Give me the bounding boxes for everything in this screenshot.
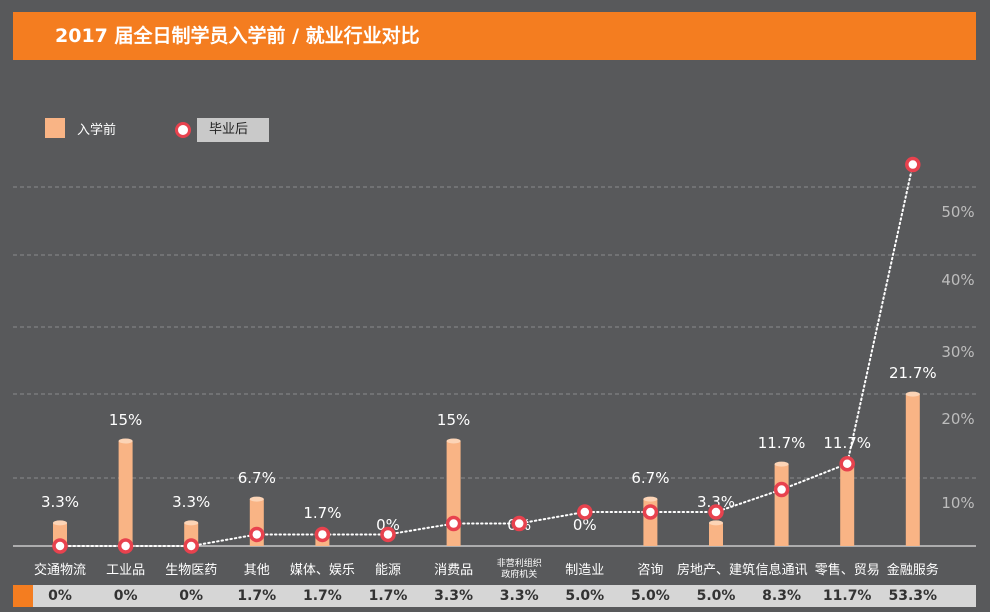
x-tick-label: 生物医药 xyxy=(165,563,217,578)
after-value-cell: 0% xyxy=(113,588,138,604)
bar xyxy=(905,394,920,546)
legend-before-swatch xyxy=(45,118,65,138)
y-tick-label: 30% xyxy=(941,343,974,361)
after-point xyxy=(380,526,396,543)
x-tick-label: 制造业 xyxy=(565,563,604,578)
after-point xyxy=(905,156,921,173)
y-tick-label: 40% xyxy=(941,271,974,289)
bar-cap xyxy=(643,496,658,502)
x-tick-label: 交通物流 xyxy=(34,562,86,578)
bar-data-label: 3.3% xyxy=(41,493,79,511)
legend-before-label: 入学前 xyxy=(77,123,117,138)
x-tick-label: 工业品 xyxy=(106,563,145,578)
bar-cap xyxy=(709,520,723,526)
after-point xyxy=(839,455,855,472)
after-point xyxy=(642,504,659,520)
after-value-cell: 3.3% xyxy=(434,588,473,604)
after-value-cell: 0% xyxy=(48,588,72,604)
y-tick-label: 20% xyxy=(941,410,974,428)
bar-cap xyxy=(249,496,264,502)
after-point xyxy=(52,538,68,554)
bar xyxy=(774,464,789,546)
after-point xyxy=(773,481,790,498)
after-value-cell: 11.7% xyxy=(822,588,872,604)
x-tick-label: 媒体、娱乐 xyxy=(290,563,355,578)
x-tick-label: 金融服务 xyxy=(887,562,939,578)
after-point xyxy=(708,504,724,520)
legend-after-dot-icon xyxy=(175,122,191,138)
after-point xyxy=(577,504,593,520)
after-value-cell: 53.3% xyxy=(888,588,938,604)
legend-after-label: 毕业后 xyxy=(197,118,269,142)
after-value-cell: 1.7% xyxy=(237,588,277,604)
bar-data-label: 3.3% xyxy=(172,493,210,511)
chart-header: 2017 届全日制学员入学前 / 就业行业对比 xyxy=(13,12,976,60)
chart-title: 2017 届全日制学员入学前 / 就业行业对比 xyxy=(55,25,420,47)
x-tick-label: 非营利组织 xyxy=(497,557,542,569)
bar xyxy=(118,441,133,546)
after-point xyxy=(117,538,134,554)
after-values-row xyxy=(13,585,976,607)
after-value-cell: 5.0% xyxy=(696,588,736,604)
after-point xyxy=(511,515,527,532)
after-value-cell: 5.0% xyxy=(565,588,605,604)
after-point xyxy=(445,515,462,532)
bar-data-label: 0% xyxy=(573,516,597,534)
x-tick-label: 其他 xyxy=(244,563,270,578)
x-tick-label: 政府机关 xyxy=(501,568,537,580)
x-tick-label: 能源 xyxy=(375,563,401,578)
x-tick-label: 咨询 xyxy=(637,563,663,578)
bar-data-label: 15% xyxy=(109,411,142,429)
bar-cap xyxy=(53,520,67,526)
y-tick-label: 50% xyxy=(941,203,974,221)
bar-cap xyxy=(184,520,199,526)
bar-cap xyxy=(446,438,461,444)
bar-cap xyxy=(905,391,920,397)
bar-data-label: 3.3% xyxy=(697,493,735,511)
bar-cap xyxy=(774,461,789,467)
after-value-cell: 3.3% xyxy=(499,588,539,604)
after-point xyxy=(249,526,265,543)
bar-data-label: 11.7% xyxy=(823,434,871,452)
bar-data-label: 6.7% xyxy=(631,469,669,487)
after-value-cell: 0% xyxy=(179,588,204,604)
bar-data-label: 6.7% xyxy=(238,469,276,487)
bar-cap xyxy=(118,438,133,444)
bar-data-label: 11.7% xyxy=(758,434,806,452)
x-tick-label: 房地产、建筑 xyxy=(677,562,755,578)
bar xyxy=(840,464,855,546)
y-tick-label: 10% xyxy=(941,494,974,512)
bar xyxy=(709,522,723,546)
after-point xyxy=(183,538,199,554)
after-value-cell: 1.7% xyxy=(302,588,342,604)
after-value-cell: 8.3% xyxy=(762,588,801,604)
after-value-cell: 1.7% xyxy=(368,588,408,604)
bar-data-label: 1.7% xyxy=(303,504,341,522)
bar-data-label: 21.7% xyxy=(889,364,937,382)
x-tick-label: 零售、贸易 xyxy=(815,562,880,578)
bar-data-label: 15% xyxy=(437,411,470,429)
after-series-line xyxy=(59,163,914,547)
x-tick-label: 消费品 xyxy=(434,563,473,578)
x-tick-label: 信息通讯 xyxy=(756,562,808,578)
after-value-cell: 5.0% xyxy=(630,588,670,604)
after-point xyxy=(314,526,331,543)
after-values-marker xyxy=(13,585,33,607)
